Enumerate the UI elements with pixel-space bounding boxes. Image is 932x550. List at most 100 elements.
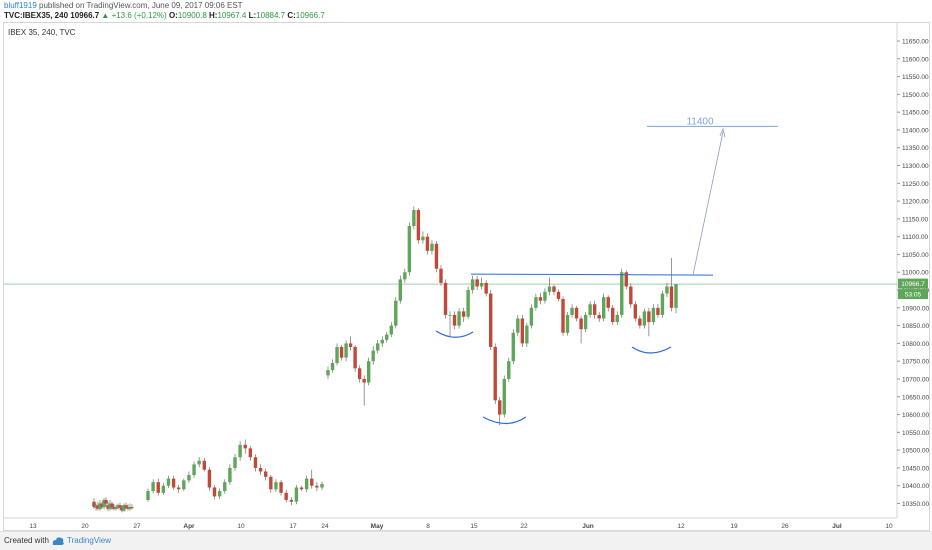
candle-body-up — [102, 499, 106, 508]
candle-body-up — [511, 332, 515, 362]
candle — [425, 233, 430, 255]
y-tick-label: 11550.00 — [902, 74, 929, 81]
candle — [574, 306, 579, 322]
candle-body-down — [561, 298, 565, 333]
candle-body-down — [357, 368, 362, 379]
candle-body-up — [448, 314, 452, 316]
candle — [106, 501, 110, 512]
candle-body-down — [362, 378, 366, 383]
candle — [656, 304, 660, 318]
candle-body-up — [223, 482, 227, 492]
footer-bar: Created with TradingView — [0, 531, 932, 550]
candle-body-down — [110, 503, 114, 508]
author-link[interactable]: bluff1919 — [4, 1, 37, 10]
candle-body-up — [529, 307, 534, 326]
candle-body-down — [475, 279, 479, 287]
x-tick-label: 12 — [677, 523, 685, 530]
candle-body-down — [202, 460, 206, 470]
candle-body-up — [394, 300, 398, 326]
candle-body-up — [525, 325, 529, 344]
y-tick-label: 10800.00 — [902, 341, 929, 348]
candle — [258, 464, 263, 476]
x-tick-label: 13 — [29, 523, 37, 530]
y-tick-label: 10750.00 — [902, 359, 929, 366]
y-tick-label: 11400.00 — [902, 127, 929, 134]
tradingview-brand[interactable]: TradingView — [67, 536, 112, 545]
candle-body-down — [556, 291, 561, 299]
candle — [228, 464, 232, 485]
candle — [177, 484, 181, 493]
candle-body-down — [120, 507, 124, 511]
candle-body-up — [366, 361, 371, 383]
candle-body-down — [484, 282, 488, 294]
candle-body-down — [647, 311, 651, 323]
y-tick-label: 11650.00 — [902, 38, 929, 45]
candle-body-up — [470, 279, 475, 291]
symbol-label: TVC:IBEX35, 240 — [4, 11, 69, 20]
candle-body-down — [597, 314, 601, 319]
candle — [122, 503, 126, 512]
projection-arrow — [692, 131, 724, 276]
candle-body-up — [274, 482, 278, 490]
candle-body-down — [264, 471, 268, 477]
candle — [130, 504, 134, 510]
y-tick-label: 10650.00 — [902, 394, 929, 401]
candle — [561, 296, 565, 336]
candle — [353, 344, 357, 372]
y-tick-label: 11600.00 — [902, 56, 929, 63]
candle — [304, 475, 309, 493]
y-tick-label: 11200.00 — [902, 199, 929, 206]
chart-panel[interactable] — [3, 22, 930, 531]
candle-body-down — [443, 282, 448, 315]
candle — [161, 482, 166, 495]
candle — [651, 304, 656, 325]
x-tick-label: 22 — [520, 523, 528, 530]
candle — [299, 485, 304, 492]
candle — [583, 312, 588, 333]
candle — [326, 366, 330, 379]
chart-subtitle: IBEX 35, 240, TVC — [8, 28, 76, 37]
candle-body-up — [570, 307, 574, 315]
candle — [104, 497, 108, 507]
ohlc-line: TVC:IBEX35, 240 10966.7 ▲ +13.6 (+0.12%)… — [4, 11, 325, 20]
candle-body-up — [108, 503, 112, 509]
low-value: 10884.7 — [256, 11, 286, 20]
candle-body-down — [498, 400, 502, 415]
candle — [493, 343, 497, 404]
candle-body-down — [611, 307, 615, 323]
candle — [520, 314, 525, 347]
x-tick-label: 24 — [321, 523, 329, 530]
candle-body-down — [629, 286, 633, 305]
candle-body-up — [407, 225, 412, 273]
candle-body-up — [466, 290, 470, 317]
candle — [238, 441, 242, 461]
candle — [457, 308, 461, 329]
candle-body-down — [489, 293, 493, 347]
candle-body-down — [104, 499, 108, 504]
candle — [371, 346, 375, 365]
candle-body-up — [389, 325, 393, 335]
candle — [556, 289, 561, 302]
candle — [376, 339, 380, 354]
candle-body-down — [579, 318, 583, 330]
left-shoulder-arc — [435, 330, 474, 338]
candle — [279, 480, 283, 496]
candle — [403, 268, 407, 283]
candle — [102, 498, 106, 509]
candle — [96, 501, 100, 511]
candle-body-up — [182, 480, 186, 490]
close-value: 10966.7 — [295, 11, 325, 20]
candle — [126, 504, 130, 511]
projection-arrowhead — [719, 127, 726, 138]
candle-body-down — [592, 304, 597, 315]
candle — [511, 329, 515, 365]
candle — [620, 268, 624, 318]
candle — [171, 475, 176, 490]
candle — [398, 275, 403, 304]
candle — [642, 308, 647, 329]
candle — [284, 489, 288, 503]
candle — [217, 488, 222, 500]
candle — [674, 283, 678, 314]
candle-body-up — [228, 467, 232, 483]
